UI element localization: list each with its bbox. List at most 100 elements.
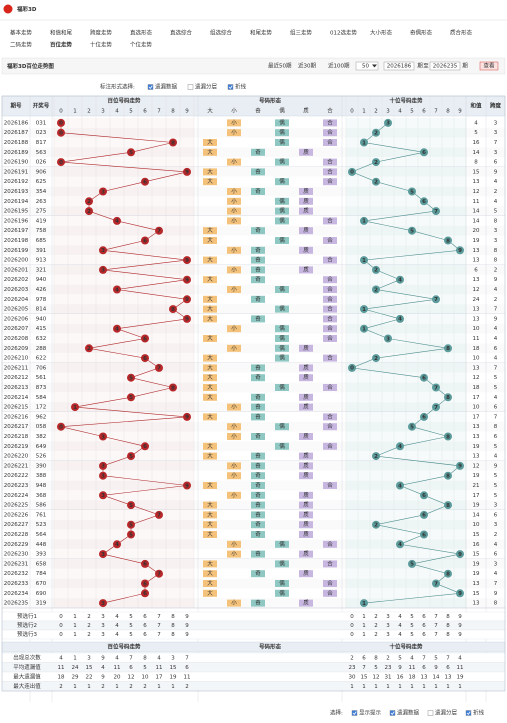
preselect-digit[interactable]: 6 [143, 632, 147, 638]
preselect-digit[interactable]: 4 [115, 614, 119, 620]
nav-link[interactable]: 百位走势 [50, 41, 73, 49]
preselect-digit[interactable]: 0 [350, 623, 354, 629]
tens-ball-label: 8 [446, 238, 450, 244]
to-input[interactable]: 2026235 [433, 64, 458, 70]
preselect-digit[interactable]: 6 [422, 614, 426, 620]
preselect-digit[interactable]: 2 [87, 632, 91, 638]
preselect-digit[interactable]: 9 [185, 632, 189, 638]
preselect-digit[interactable]: 4 [398, 632, 402, 638]
nav-link[interactable]: 质合形态 [450, 29, 473, 37]
span-value: 8 [494, 248, 498, 254]
preselect-digit[interactable]: 8 [171, 614, 175, 620]
preselect-digit[interactable]: 0 [350, 614, 354, 620]
preselect-digit[interactable]: 7 [434, 623, 438, 629]
nav-link[interactable]: 奇偶形态 [410, 29, 433, 37]
option-label[interactable]: 遗漏分层 [195, 83, 218, 91]
preselect-digit[interactable]: 5 [410, 614, 414, 620]
nav-link[interactable]: 012选走势 [330, 29, 357, 37]
nav-link[interactable]: 和尾走势 [250, 29, 273, 37]
preselect-digit[interactable]: 1 [362, 614, 366, 620]
preselect-digit[interactable]: 8 [446, 614, 450, 620]
preselect-digit[interactable]: 5 [129, 623, 133, 629]
preselect-digit[interactable]: 3 [101, 623, 105, 629]
preselect-digit[interactable]: 5 [129, 632, 133, 638]
footer-option[interactable]: 显示提示 [359, 709, 382, 717]
preselect-digit[interactable]: 4 [398, 623, 402, 629]
preselect-digit[interactable]: 2 [87, 623, 91, 629]
preselect-digit[interactable]: 5 [410, 623, 414, 629]
preselect-digit[interactable]: 1 [362, 623, 366, 629]
option-label[interactable]: 折线 [235, 83, 247, 91]
sum-value: 5 [474, 130, 478, 136]
nav-link[interactable]: 基本走势 [10, 29, 33, 37]
preselect-digit[interactable]: 0 [59, 614, 63, 620]
nav-link[interactable]: 大小形态 [370, 29, 393, 37]
option-label[interactable]: 遗漏数据 [155, 83, 178, 91]
span-value: 5 [494, 493, 498, 499]
preselect-digit[interactable]: 9 [458, 623, 462, 629]
preselect-digit[interactable]: 4 [115, 632, 119, 638]
nav-link[interactable]: 十位走势 [90, 41, 113, 49]
issue-number: 2026228 [4, 532, 29, 538]
form-hit-label: 奇 [255, 393, 261, 401]
preselect-digit[interactable]: 9 [185, 614, 189, 620]
preselect-digit[interactable]: 3 [386, 623, 390, 629]
preselect-digit[interactable]: 3 [101, 632, 105, 638]
nav-link[interactable]: 二码走势 [10, 41, 33, 49]
hundreds-ball-label: 2 [87, 199, 91, 205]
preselect-digit[interactable]: 0 [59, 623, 63, 629]
preselect-digit[interactable]: 2 [374, 614, 378, 620]
preselect-digit[interactable]: 2 [374, 623, 378, 629]
range-link[interactable]: 最近50期 [268, 62, 292, 70]
preselect-digit[interactable]: 0 [59, 632, 63, 638]
preselect-digit[interactable]: 8 [171, 632, 175, 638]
range-link[interactable]: 近100期 [328, 62, 350, 70]
preselect-digit[interactable]: 7 [157, 623, 161, 629]
preselect-digit[interactable]: 2 [374, 632, 378, 638]
form-hit [227, 423, 241, 431]
preselect-digit[interactable]: 1 [362, 632, 366, 638]
preselect-digit[interactable]: 1 [73, 632, 77, 638]
preselect-digit[interactable]: 3 [386, 614, 390, 620]
preselect-digit[interactable]: 6 [422, 632, 426, 638]
preselect-digit[interactable]: 7 [157, 632, 161, 638]
search-button-label[interactable]: 查看 [483, 62, 495, 70]
footer-option[interactable]: 遗漏分层 [435, 709, 458, 717]
preselect-digit[interactable]: 5 [410, 632, 414, 638]
preselect-digit[interactable]: 3 [101, 614, 105, 620]
select-value[interactable]: 50 [362, 64, 369, 70]
preselect-digit[interactable]: 6 [143, 623, 147, 629]
form-hit-label: 合 [327, 118, 333, 126]
footer-option[interactable]: 折线 [473, 709, 485, 717]
preselect-digit[interactable]: 9 [458, 632, 462, 638]
preselect-digit[interactable]: 7 [434, 614, 438, 620]
preselect-digit[interactable]: 7 [157, 614, 161, 620]
preselect-digit[interactable]: 8 [446, 632, 450, 638]
preselect-digit[interactable]: 4 [398, 614, 402, 620]
nav-link[interactable]: 组选综合 [210, 29, 233, 37]
preselect-digit[interactable]: 1 [73, 614, 77, 620]
preselect-digit[interactable]: 8 [171, 623, 175, 629]
preselect-digit[interactable]: 0 [350, 632, 354, 638]
nav-link[interactable]: 直选形态 [130, 29, 153, 37]
nav-link[interactable]: 跨度走势 [90, 29, 113, 37]
tens-ball [396, 442, 404, 451]
preselect-digit[interactable]: 4 [115, 623, 119, 629]
footer-option[interactable]: 遗漏数据 [397, 709, 420, 717]
preselect-digit[interactable]: 6 [422, 623, 426, 629]
nav-link[interactable]: 个位走势 [130, 41, 153, 49]
preselect-digit[interactable]: 5 [129, 614, 133, 620]
preselect-digit[interactable]: 8 [446, 623, 450, 629]
preselect-digit[interactable]: 9 [185, 623, 189, 629]
preselect-digit[interactable]: 2 [87, 614, 91, 620]
preselect-digit[interactable]: 9 [458, 614, 462, 620]
preselect-digit[interactable]: 6 [143, 614, 147, 620]
preselect-digit[interactable]: 3 [386, 632, 390, 638]
preselect-digit[interactable]: 7 [434, 632, 438, 638]
range-link[interactable]: 近30期 [298, 62, 316, 70]
nav-link[interactable]: 组三走势 [290, 29, 313, 37]
nav-link[interactable]: 直选综合 [170, 29, 193, 37]
preselect-digit[interactable]: 1 [73, 623, 77, 629]
from-input[interactable]: 2026186 [387, 64, 412, 70]
nav-link[interactable]: 和值和尾 [50, 29, 73, 37]
